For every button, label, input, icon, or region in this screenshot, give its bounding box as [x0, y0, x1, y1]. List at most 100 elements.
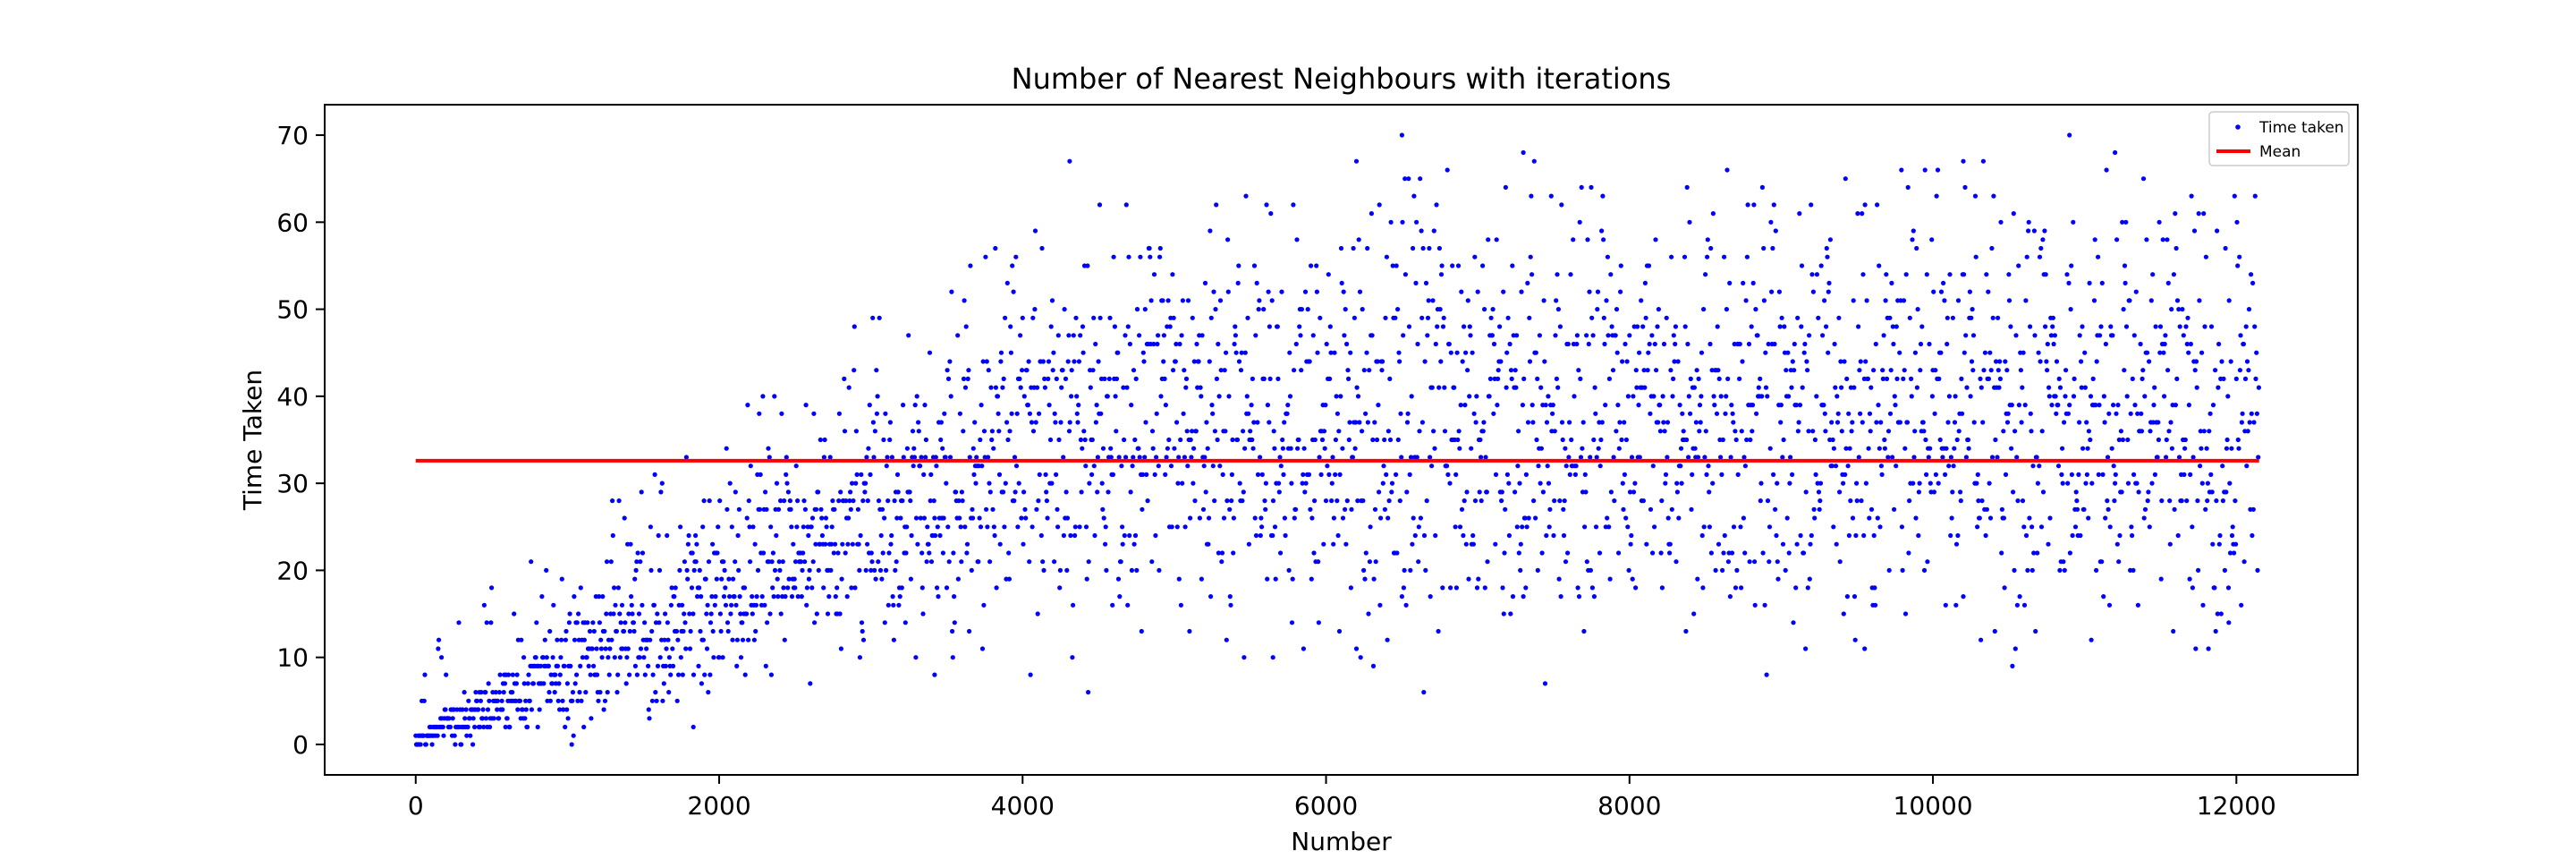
data-point	[648, 524, 654, 530]
data-point	[1614, 350, 1620, 355]
legend-label: Mean	[2259, 143, 2301, 161]
data-point	[1810, 429, 1816, 434]
data-point	[1348, 585, 1353, 591]
data-point	[677, 567, 682, 574]
data-point	[1803, 489, 1809, 495]
data-point	[2235, 263, 2241, 268]
data-point	[1659, 585, 1665, 591]
data-point	[1165, 446, 1170, 451]
data-point	[1080, 324, 1086, 329]
data-point	[1176, 576, 1182, 582]
data-point	[1829, 464, 1835, 469]
data-point	[1965, 437, 1970, 443]
data-point	[2023, 532, 2029, 539]
data-point	[567, 611, 572, 617]
data-point	[1707, 524, 1712, 530]
data-point	[1110, 602, 1115, 608]
data-point	[728, 611, 733, 617]
data-point	[1894, 464, 1899, 469]
data-point	[2114, 411, 2119, 416]
data-point	[1385, 515, 1391, 521]
data-point	[1550, 411, 1555, 416]
data-point	[1941, 280, 1946, 285]
data-point	[1967, 289, 1972, 294]
data-point	[1157, 567, 1162, 574]
data-point	[1712, 403, 1717, 408]
data-point	[1667, 550, 1673, 556]
data-point	[2228, 359, 2233, 364]
data-point	[2252, 193, 2258, 199]
data-point	[2013, 333, 2019, 338]
data-point	[1808, 541, 1813, 547]
data-point	[945, 368, 950, 373]
data-point	[1733, 437, 1739, 443]
data-point	[2249, 272, 2254, 277]
data-point	[1723, 411, 1728, 416]
data-point	[2022, 403, 2028, 408]
data-point	[1832, 341, 1837, 347]
data-point	[638, 646, 644, 651]
data-point	[1687, 219, 1692, 225]
data-point	[1062, 307, 1067, 312]
data-point	[1278, 464, 1284, 469]
data-point	[1983, 532, 1988, 539]
data-point	[1710, 481, 1716, 486]
data-point	[781, 585, 786, 591]
data-point	[942, 411, 947, 416]
data-point	[1068, 532, 1073, 539]
data-point	[1161, 359, 1166, 364]
data-point	[2199, 446, 2204, 451]
data-point	[1868, 429, 1873, 434]
data-point	[980, 359, 986, 364]
data-point	[877, 315, 882, 320]
data-point	[1718, 394, 1724, 399]
data-point	[523, 707, 529, 712]
data-point	[1188, 437, 1193, 443]
data-point	[1190, 315, 1195, 320]
data-point	[1865, 376, 1870, 381]
data-point	[1843, 472, 1848, 478]
data-point	[704, 646, 710, 651]
data-point	[1960, 411, 1965, 416]
data-point	[597, 594, 602, 600]
data-point	[1033, 420, 1038, 425]
data-point	[1506, 481, 1512, 486]
data-point	[2012, 646, 2018, 651]
data-point	[1826, 350, 1831, 355]
data-point	[830, 498, 835, 504]
data-point	[1979, 637, 1984, 642]
data-point	[1733, 429, 1738, 434]
data-point	[1463, 541, 1469, 547]
data-point	[579, 698, 584, 703]
data-point	[1849, 429, 1854, 434]
data-point	[1074, 394, 1080, 399]
data-point	[2050, 324, 2055, 329]
data-point	[2123, 219, 2129, 225]
data-point	[460, 707, 465, 712]
data-point	[1708, 550, 1714, 556]
data-point	[1061, 455, 1066, 460]
data-point	[946, 559, 952, 565]
data-point	[1096, 359, 1101, 364]
data-point	[2233, 376, 2239, 381]
data-point	[680, 672, 685, 677]
data-point	[452, 733, 457, 738]
data-point	[953, 489, 959, 495]
data-point	[1776, 289, 1782, 294]
data-point	[2224, 489, 2229, 495]
data-point	[1567, 420, 1572, 425]
data-point	[523, 698, 529, 703]
data-point	[1101, 515, 1106, 521]
data-point	[2103, 341, 2108, 347]
data-point	[853, 429, 860, 434]
data-point	[752, 541, 758, 547]
data-point	[1516, 550, 1521, 556]
data-point	[870, 315, 876, 320]
data-point	[1077, 524, 1082, 530]
data-point	[1202, 455, 1208, 460]
data-point	[1097, 202, 1103, 208]
data-point	[596, 698, 601, 703]
data-point	[2234, 219, 2240, 225]
data-point	[1794, 541, 1800, 547]
data-point	[1678, 464, 1683, 469]
